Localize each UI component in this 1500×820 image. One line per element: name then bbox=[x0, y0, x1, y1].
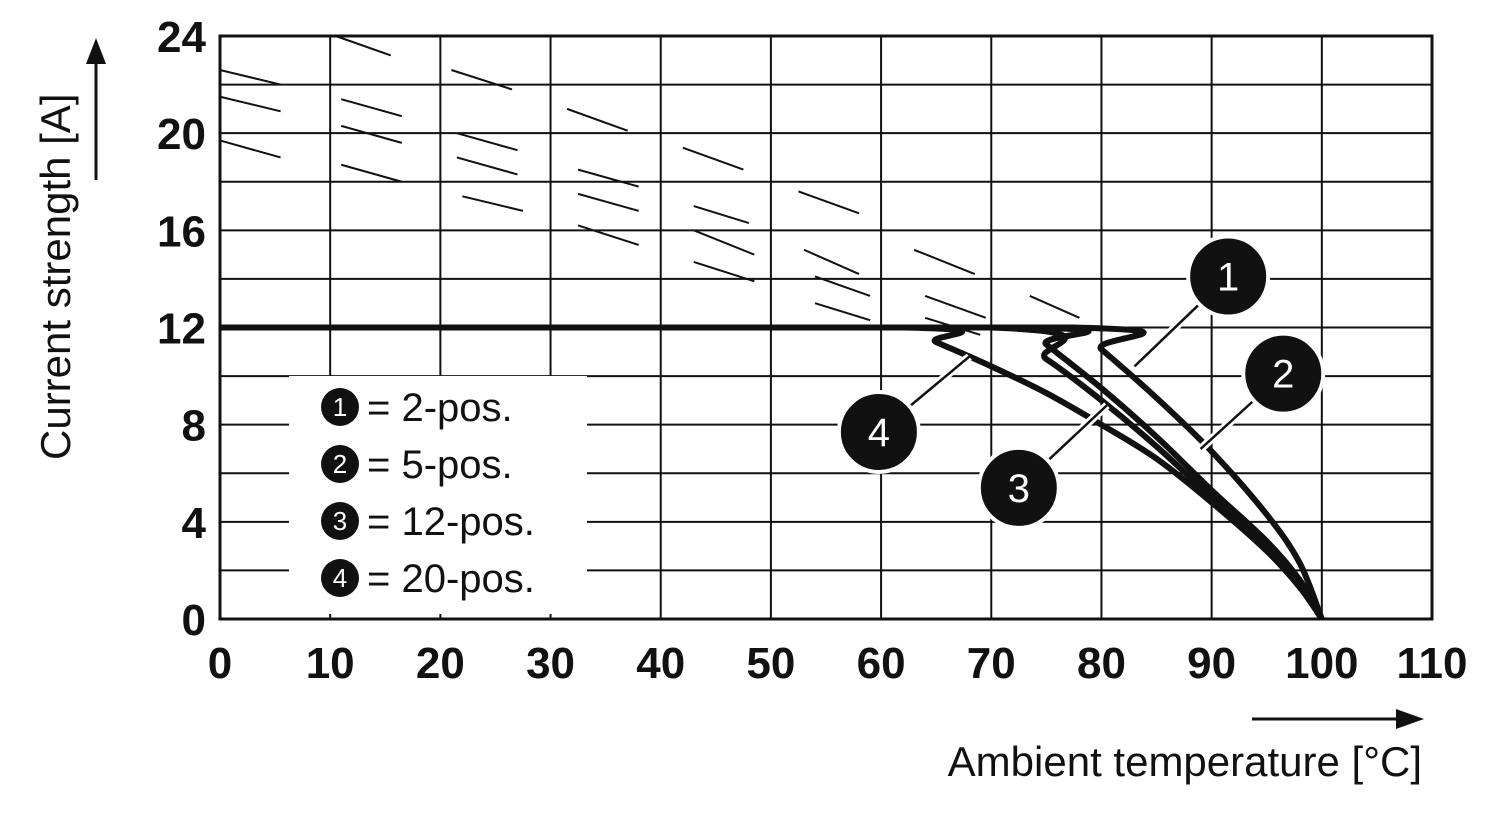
x-tick-label: 90 bbox=[1187, 639, 1236, 688]
hatch-dash bbox=[913, 248, 976, 275]
x-tick-label: 80 bbox=[1077, 639, 1126, 688]
y-tick-label: 4 bbox=[182, 499, 207, 548]
callout-number: 3 bbox=[1008, 467, 1030, 511]
y-tick-label: 24 bbox=[157, 13, 206, 62]
legend-entry-text: = 20-pos. bbox=[367, 557, 535, 601]
hatch-dash bbox=[682, 146, 744, 171]
x-tick-label: 110 bbox=[1397, 639, 1468, 688]
legend-number: 2 bbox=[333, 449, 347, 479]
legend-number: 3 bbox=[333, 506, 347, 536]
hatch-dash bbox=[814, 275, 871, 297]
legend-number: 1 bbox=[333, 392, 347, 422]
hatch-dash bbox=[577, 224, 639, 246]
x-tick-label: 30 bbox=[526, 639, 575, 688]
hatch-dash bbox=[219, 69, 281, 86]
y-axis-label: Current strength [A] bbox=[32, 94, 79, 461]
x-tick-label: 20 bbox=[416, 639, 465, 688]
hatch-dash bbox=[1029, 295, 1080, 319]
hatch-dash bbox=[924, 294, 987, 319]
callout-marker-4 bbox=[836, 389, 921, 474]
y-tick-label: 20 bbox=[157, 110, 206, 159]
legend-entry-text: = 5-pos. bbox=[367, 443, 513, 487]
callout-leader-4 bbox=[907, 355, 971, 409]
hatch-dash bbox=[219, 139, 281, 159]
hatch-dash bbox=[462, 195, 524, 212]
x-axis-arrow-head bbox=[1396, 709, 1424, 729]
callout-marker-2 bbox=[1241, 331, 1326, 416]
callout-number: 1 bbox=[1217, 255, 1239, 299]
legend: 1 = 2-pos. 2 = 5-pos. 3 = 12-pos. 4 = 20-pos. bbox=[289, 376, 587, 614]
x-axis-title: Ambient temperature [°C] bbox=[948, 709, 1424, 785]
hatch-dash bbox=[335, 35, 392, 57]
x-tick-label: 100 bbox=[1285, 639, 1358, 688]
hatch-dash bbox=[693, 260, 755, 283]
legend-entry-text: = 2-pos. bbox=[367, 386, 513, 430]
grid bbox=[218, 34, 1434, 621]
x-tick-label: 60 bbox=[857, 639, 906, 688]
hatch-dash bbox=[798, 190, 860, 215]
hatch-area bbox=[219, 35, 1080, 336]
hatch-dash bbox=[456, 156, 518, 176]
callout-marker-3 bbox=[976, 445, 1061, 530]
x-tick-label: 50 bbox=[746, 639, 795, 688]
legend-entry-text: = 12-pos. bbox=[367, 500, 535, 544]
hatch-dash bbox=[456, 132, 518, 152]
y-axis-arrow-head bbox=[86, 38, 106, 64]
legend-number: 4 bbox=[333, 563, 347, 593]
hatch-dash bbox=[340, 163, 403, 183]
hatch-dash bbox=[451, 69, 513, 91]
hatch-dash bbox=[340, 98, 403, 118]
legend-marker-1 bbox=[321, 388, 359, 426]
hatch-dash bbox=[340, 124, 403, 144]
callout-number: 4 bbox=[868, 411, 890, 455]
x-tick-label: 0 bbox=[208, 639, 232, 688]
callout-markers: 1 2 3 4 bbox=[836, 234, 1326, 530]
y-axis-title: Current strength [A] bbox=[32, 38, 106, 460]
callout-marker-1 bbox=[1186, 234, 1271, 319]
legend-marker-4 bbox=[321, 559, 359, 597]
hatch-dash bbox=[693, 229, 755, 256]
hatch-dash bbox=[814, 302, 871, 322]
y-tick-label: 8 bbox=[182, 402, 206, 451]
y-tick-label: 0 bbox=[182, 596, 206, 645]
y-tick-label: 12 bbox=[157, 305, 206, 354]
callout-leader-2 bbox=[1199, 398, 1257, 450]
hatch-dash bbox=[219, 95, 281, 113]
x-tick-label: 10 bbox=[306, 639, 355, 688]
x-axis-label: Ambient temperature [°C] bbox=[948, 738, 1422, 785]
hatch-dash bbox=[577, 192, 639, 212]
x-tick-label: 70 bbox=[967, 639, 1016, 688]
callout-leader-1 bbox=[1133, 301, 1202, 368]
series-line-4 bbox=[220, 324, 1325, 621]
callout-leader-3 bbox=[1045, 404, 1108, 463]
hatch-dash bbox=[566, 107, 629, 132]
series-lines bbox=[220, 324, 1325, 621]
hatch-dash bbox=[803, 248, 860, 275]
x-tick-label: 40 bbox=[636, 639, 685, 688]
y-tick-label: 16 bbox=[157, 207, 206, 256]
hatch-dash bbox=[577, 168, 639, 188]
hatch-dash bbox=[693, 205, 750, 225]
legend-marker-2 bbox=[321, 445, 359, 483]
legend-marker-3 bbox=[321, 502, 359, 540]
callout-number: 2 bbox=[1272, 353, 1294, 397]
